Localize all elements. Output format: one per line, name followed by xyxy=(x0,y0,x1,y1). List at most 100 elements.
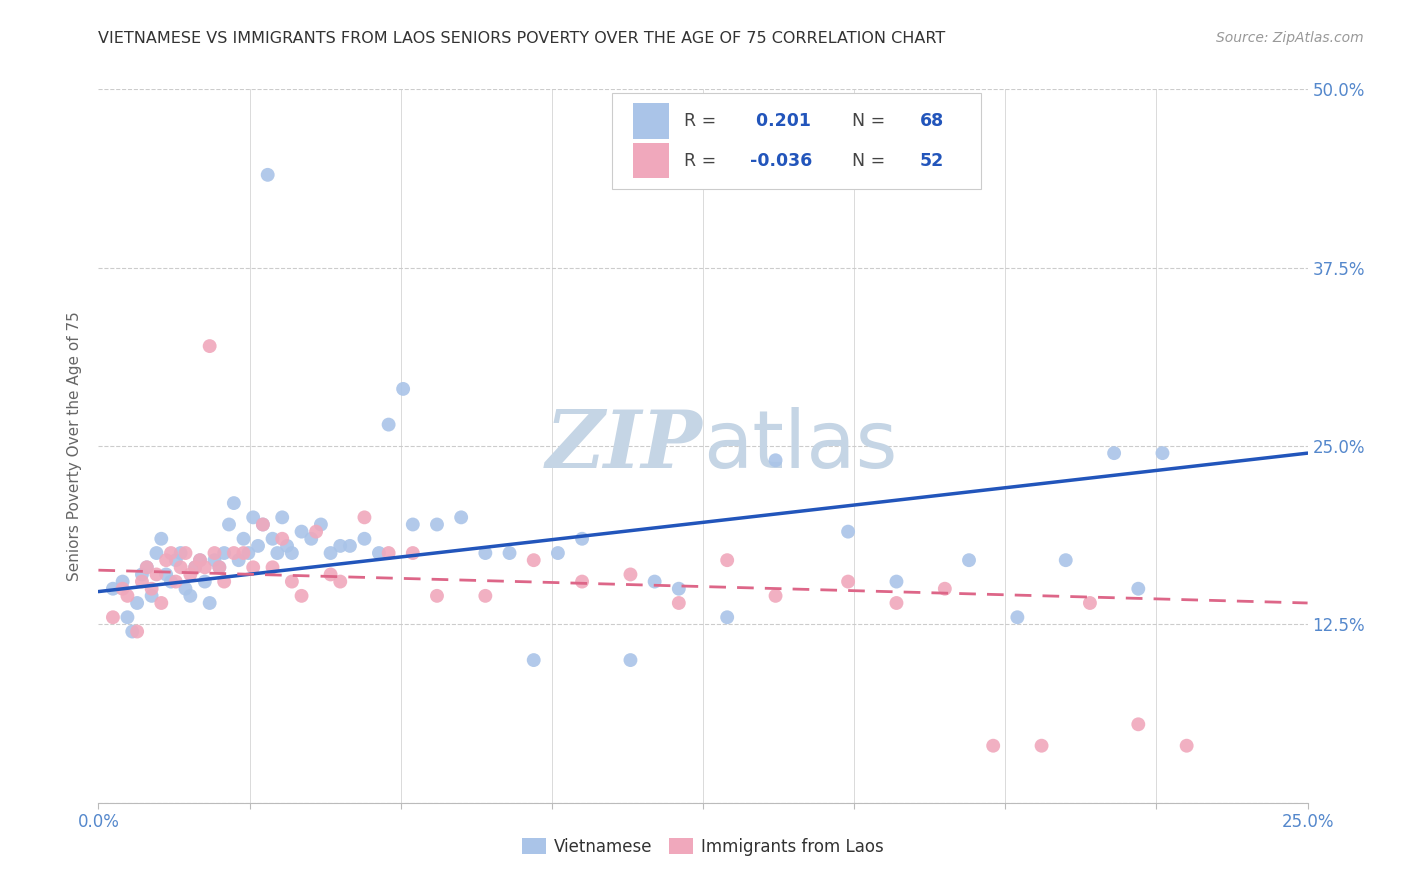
Point xyxy=(160,546,183,560)
Point xyxy=(179,567,201,582)
Point xyxy=(668,596,690,610)
Point xyxy=(218,517,240,532)
Point xyxy=(101,582,124,596)
Point xyxy=(523,553,546,567)
Point xyxy=(934,582,956,596)
Point xyxy=(290,524,312,539)
Point xyxy=(981,739,1004,753)
Text: Source: ZipAtlas.com: Source: ZipAtlas.com xyxy=(1216,31,1364,45)
Point xyxy=(262,560,284,574)
Legend: Vietnamese, Immigrants from Laos: Vietnamese, Immigrants from Laos xyxy=(516,831,890,863)
Point xyxy=(141,589,163,603)
Point xyxy=(339,539,361,553)
Point xyxy=(716,553,738,567)
Point xyxy=(426,517,449,532)
Point xyxy=(101,610,124,624)
Point xyxy=(1054,553,1077,567)
Point xyxy=(145,567,167,582)
Point xyxy=(329,574,352,589)
Point xyxy=(271,510,294,524)
Point xyxy=(668,582,690,596)
Point xyxy=(247,539,270,553)
Point xyxy=(194,560,217,574)
Point xyxy=(290,589,312,603)
Point xyxy=(571,574,593,589)
Point xyxy=(450,510,472,524)
Point xyxy=(121,624,143,639)
Point xyxy=(212,574,235,589)
Point xyxy=(169,546,191,560)
Text: 68: 68 xyxy=(920,112,943,130)
Point xyxy=(179,589,201,603)
Point xyxy=(498,546,520,560)
Point xyxy=(319,546,342,560)
Point xyxy=(238,546,260,560)
Point xyxy=(368,546,391,560)
Point xyxy=(765,453,787,467)
Point xyxy=(174,546,197,560)
Point xyxy=(242,510,264,524)
Point xyxy=(837,524,859,539)
Point xyxy=(765,589,787,603)
Point xyxy=(155,553,177,567)
Point xyxy=(353,532,375,546)
Point xyxy=(266,546,288,560)
Point xyxy=(1175,739,1198,753)
Point xyxy=(474,589,496,603)
Text: -0.036: -0.036 xyxy=(751,152,813,169)
Point xyxy=(117,610,139,624)
Point xyxy=(1007,610,1029,624)
Point xyxy=(426,589,449,603)
Point xyxy=(184,560,207,574)
Point xyxy=(299,532,322,546)
Text: VIETNAMESE VS IMMIGRANTS FROM LAOS SENIORS POVERTY OVER THE AGE OF 75 CORRELATIO: VIETNAMESE VS IMMIGRANTS FROM LAOS SENIO… xyxy=(98,31,946,46)
Point xyxy=(276,539,298,553)
Point xyxy=(523,653,546,667)
FancyBboxPatch shape xyxy=(613,93,981,189)
Point xyxy=(305,524,328,539)
Point xyxy=(242,560,264,574)
Point xyxy=(262,532,284,546)
Point xyxy=(319,567,342,582)
Point xyxy=(886,574,908,589)
Point xyxy=(127,624,149,639)
Point xyxy=(131,574,153,589)
Point xyxy=(111,574,134,589)
Point xyxy=(188,553,211,567)
Point xyxy=(165,553,187,567)
Point xyxy=(474,546,496,560)
Point xyxy=(141,582,163,596)
Text: ZIP: ZIP xyxy=(546,408,703,484)
Point xyxy=(1152,446,1174,460)
Point xyxy=(402,517,425,532)
Point xyxy=(309,517,332,532)
Point xyxy=(716,610,738,624)
Text: R =: R = xyxy=(683,152,721,169)
Point xyxy=(1128,717,1150,731)
Point xyxy=(271,532,294,546)
Point xyxy=(194,574,217,589)
Point xyxy=(222,546,245,560)
Point xyxy=(160,574,183,589)
Point xyxy=(228,553,250,567)
Point xyxy=(281,546,304,560)
Point xyxy=(131,567,153,582)
Point xyxy=(232,532,254,546)
Point xyxy=(644,574,666,589)
Point xyxy=(127,596,149,610)
Point xyxy=(135,560,157,574)
Point xyxy=(174,582,197,596)
Point xyxy=(208,560,231,574)
Point xyxy=(198,596,221,610)
Point xyxy=(184,560,207,574)
Point xyxy=(957,553,980,567)
Point xyxy=(150,532,173,546)
Point xyxy=(571,532,593,546)
Text: atlas: atlas xyxy=(703,407,897,485)
Text: N =: N = xyxy=(841,112,890,130)
Point xyxy=(145,546,167,560)
Point xyxy=(256,168,278,182)
Point xyxy=(188,553,211,567)
Point xyxy=(155,567,177,582)
Point xyxy=(150,596,173,610)
